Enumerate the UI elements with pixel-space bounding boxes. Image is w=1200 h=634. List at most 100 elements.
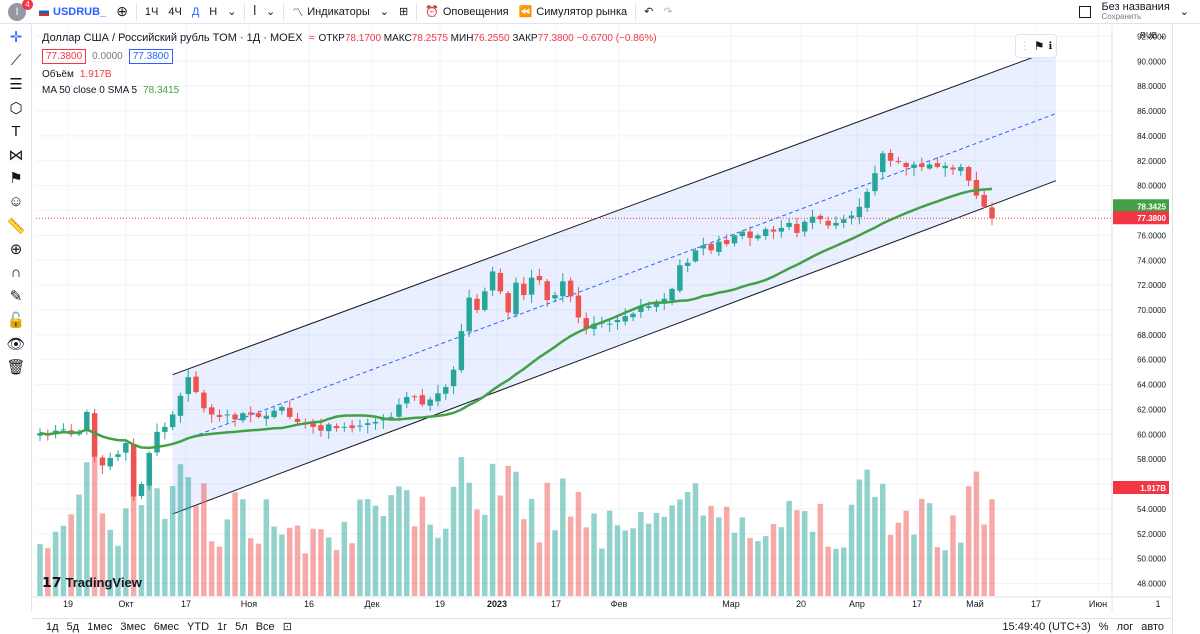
lock-icon[interactable]: 🔓: [6, 311, 26, 329]
range-ytd[interactable]: YTD: [187, 620, 210, 633]
range-6m[interactable]: 6мес: [153, 620, 180, 633]
volume-bar: [965, 486, 972, 596]
chart-type-button[interactable]: 𝍩: [248, 0, 261, 24]
auto-toggle[interactable]: авто: [1141, 620, 1164, 633]
undo-button[interactable]: ↶: [639, 0, 658, 24]
volume-legend[interactable]: Объём 1.917B: [42, 68, 112, 80]
divider: [635, 3, 637, 20]
info-icon[interactable]: ℹ: [1048, 40, 1053, 52]
volume-bar: [84, 462, 90, 596]
candle-body: [833, 222, 839, 226]
volume-bar: [302, 553, 309, 596]
buy-price[interactable]: 77.3800: [128, 48, 173, 64]
goto-date-icon[interactable]: ⊡: [282, 621, 292, 633]
candle-body: [232, 414, 238, 420]
volume-bar: [224, 519, 231, 596]
tradingview-logo[interactable]: 𝟭𝟳 TradingView: [42, 574, 142, 590]
candle-body: [115, 454, 121, 457]
pattern-icon[interactable]: ⋈: [8, 146, 24, 164]
compare-button[interactable]: ⊕: [111, 0, 133, 24]
interval-1w[interactable]: Н: [209, 5, 218, 18]
log-toggle[interactable]: лог: [1116, 620, 1134, 633]
time-tick-label: 19: [63, 599, 73, 609]
emoji-icon[interactable]: ☺: [8, 193, 24, 211]
time-tick-label: 20: [796, 599, 806, 609]
percent-toggle[interactable]: %: [1098, 620, 1109, 633]
range-1d[interactable]: 1д: [46, 620, 59, 633]
volume-bar: [76, 494, 82, 596]
layout-dropdown[interactable]: ⌄: [1175, 0, 1194, 24]
interval-dropdown[interactable]: ⌄: [222, 0, 241, 24]
alerts-button[interactable]: ⏰ Оповещения: [425, 5, 509, 19]
interval-1d[interactable]: Д: [191, 5, 200, 18]
candle-body: [669, 288, 675, 301]
drag-handle-icon[interactable]: ⋮: [1019, 40, 1030, 52]
symbol-title[interactable]: Доллар США / Российский рубль TOM · 1Д ·…: [42, 32, 303, 44]
price-tick-label: 66.0000: [1137, 356, 1166, 365]
multi-layout-button[interactable]: [1074, 0, 1096, 24]
volume-bar: [630, 528, 636, 596]
volume-bar: [567, 516, 574, 596]
volume-bar: [115, 545, 121, 596]
volume-bar: [333, 549, 340, 596]
pencil-lock-icon[interactable]: ✎: [9, 288, 23, 306]
candle-body: [427, 399, 433, 406]
time-tick-label: 1: [1155, 599, 1160, 609]
interval-4h[interactable]: 4Ч: [168, 5, 182, 18]
divider: [416, 3, 418, 20]
indicators-dropdown[interactable]: ⌄: [375, 0, 394, 24]
floating-drawing-toolbar[interactable]: ⋮ ⚑ ℹ: [1015, 34, 1057, 58]
volume-bar: [240, 499, 246, 596]
volume-bar: [809, 531, 816, 596]
prediction-icon[interactable]: ⚑: [9, 170, 23, 188]
range-1y[interactable]: 1г: [217, 620, 228, 633]
volume-bar: [162, 518, 168, 596]
range-5y[interactable]: 5л: [235, 620, 248, 633]
ruler-icon[interactable]: 📏: [6, 217, 26, 235]
volume-bar: [341, 521, 348, 596]
time-axis: 19 Окт 17 Ноя 16 Дек 19 2023 17 Фев Мар 20 Апр 17 Май 1…: [32, 596, 1172, 609]
magnet-icon[interactable]: ∩: [10, 264, 22, 282]
layout-name-button[interactable]: Без названия Сохранить: [1101, 0, 1170, 21]
symbol-search-button[interactable]: USDRUB_: [34, 0, 111, 24]
price-tick-label: 82.0000: [1137, 157, 1166, 166]
indicators-button[interactable]: 〽 Индикаторы: [292, 5, 370, 19]
range-5d[interactable]: 5д: [66, 620, 80, 633]
volume-bar: [146, 456, 152, 596]
clock-timezone[interactable]: 15:49:40 (UTC+3): [1002, 620, 1091, 633]
chart-type-dropdown[interactable]: ⌄: [261, 0, 280, 24]
interval-1h[interactable]: 1Ч: [144, 5, 159, 18]
range-3m[interactable]: 3мес: [120, 620, 146, 633]
price-tick-label: 70.0000: [1137, 306, 1166, 315]
shapes-icon[interactable]: ⬡: [9, 99, 23, 117]
text-icon[interactable]: T: [11, 122, 21, 140]
range-1m[interactable]: 1мес: [87, 620, 113, 633]
range-all[interactable]: Все: [255, 620, 275, 633]
ma-legend[interactable]: MA 50 close 0 SMA 5 78.3415: [42, 84, 180, 96]
zoom-icon[interactable]: ⊕: [9, 241, 23, 259]
eye-icon[interactable]: 👁: [6, 335, 26, 353]
trash-icon[interactable]: 🗑: [6, 359, 26, 377]
candle-body: [396, 404, 402, 417]
templates-button[interactable]: ⊞: [394, 0, 413, 24]
volume-bar: [68, 514, 74, 596]
redo-button[interactable]: ↷: [658, 0, 677, 24]
candle-body: [560, 281, 566, 297]
price-tick-label: 84.0000: [1137, 132, 1166, 141]
crosshair-icon[interactable]: ✛: [9, 28, 23, 46]
sell-price[interactable]: 77.3800: [42, 48, 87, 64]
volume-bar: [926, 503, 933, 596]
flag-icon[interactable]: ⚑: [1033, 39, 1045, 53]
trendline-icon[interactable]: ⟋: [10, 51, 22, 69]
volume-bar: [560, 478, 566, 596]
divider: [283, 3, 285, 20]
price-axis: RUB ⌄92.0000 90.0000 88.0000 86.0000 84.0000…: [1111, 25, 1172, 611]
volume-bar: [482, 514, 488, 596]
replay-button[interactable]: ⏪ Симулятор рынка: [518, 5, 628, 19]
candle-body: [841, 219, 847, 223]
volume-bar: [833, 548, 839, 596]
fib-icon[interactable]: ☰: [9, 75, 23, 93]
volume-bar: [638, 512, 644, 596]
